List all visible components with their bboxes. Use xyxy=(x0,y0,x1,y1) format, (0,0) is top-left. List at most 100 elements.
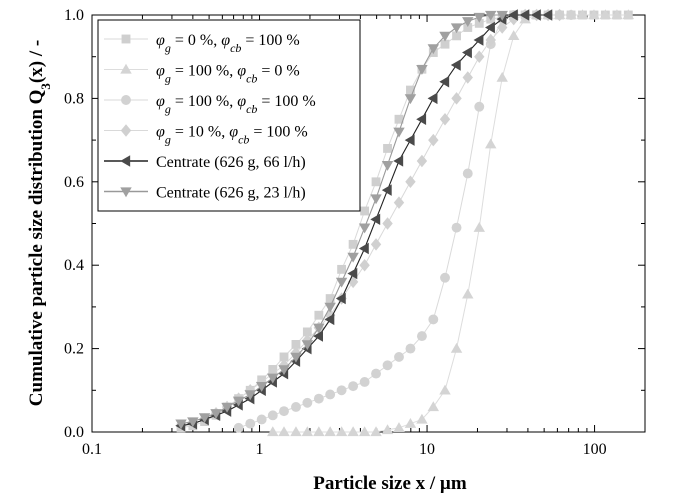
x-tick-label: 1 xyxy=(256,441,264,458)
y-tick-label: 0.6 xyxy=(64,174,84,191)
y-axis-title-main: Cumulative particle size distribution Q xyxy=(26,90,47,407)
y-tick-label: 0.2 xyxy=(64,341,84,358)
x-tick-label: 0.1 xyxy=(82,441,102,458)
data-point xyxy=(348,381,359,392)
data-point xyxy=(347,267,358,280)
data-point xyxy=(405,343,416,354)
data-point xyxy=(496,71,508,82)
data-point xyxy=(507,9,518,21)
data-point xyxy=(302,397,313,408)
legend-entry: φg = 100 %, φcb = 100 % xyxy=(104,93,316,116)
data-point xyxy=(278,365,290,376)
data-point xyxy=(221,402,233,413)
data-point xyxy=(519,9,530,21)
data-point xyxy=(404,417,417,428)
data-point xyxy=(452,31,461,41)
data-point xyxy=(381,160,394,171)
data-point xyxy=(175,419,187,430)
y-axis-title: Cumulative particle size distribution Q3… xyxy=(26,40,53,406)
series-line xyxy=(180,14,560,427)
data-point xyxy=(313,393,324,404)
data-point xyxy=(279,352,289,362)
data-point xyxy=(245,418,256,429)
data-point xyxy=(358,242,369,255)
data-point xyxy=(314,310,324,320)
data-point xyxy=(382,217,393,230)
y-axis-title-tail: (x) / - xyxy=(26,40,47,83)
legend-marker xyxy=(121,95,131,105)
data-point xyxy=(485,33,496,47)
data-point xyxy=(244,390,256,401)
data-point xyxy=(324,426,336,437)
data-point xyxy=(335,277,348,288)
y-axis-title-subscript: 3 xyxy=(38,83,53,90)
data-point xyxy=(358,426,371,437)
data-point xyxy=(427,401,440,412)
data-point xyxy=(198,413,211,424)
legend-marker xyxy=(120,155,131,167)
data-point xyxy=(393,155,404,167)
data-point xyxy=(406,85,415,95)
data-point xyxy=(267,426,279,437)
legend-box xyxy=(97,19,361,212)
data-point xyxy=(462,71,473,84)
data-point xyxy=(371,177,381,187)
data-point xyxy=(370,213,381,226)
data-point xyxy=(278,426,290,437)
data-point xyxy=(245,384,256,397)
data-point xyxy=(474,18,484,28)
data-point xyxy=(232,396,245,407)
legend-label: φg = 0 %, φcb = 100 % xyxy=(156,32,300,55)
data-point xyxy=(313,330,324,342)
data-point xyxy=(497,21,508,34)
y-tick-labels: 0.0 0.2 0.4 0.6 0.8 1.0 xyxy=(64,7,84,441)
data-point xyxy=(233,422,244,433)
data-point xyxy=(451,222,462,233)
data-point xyxy=(255,381,268,392)
data-point xyxy=(336,385,347,396)
data-point xyxy=(440,39,450,49)
legend-entry: φg = 0 %, φcb = 100 % xyxy=(104,32,300,55)
legend-entry: Centrate (626 g, 66 l/h) xyxy=(104,154,306,171)
data-point xyxy=(267,410,278,421)
data-point xyxy=(267,373,279,384)
data-point xyxy=(291,402,301,412)
data-point xyxy=(301,340,314,351)
data-point xyxy=(450,59,461,71)
data-point xyxy=(279,406,289,417)
data-point xyxy=(542,9,553,21)
data-point xyxy=(473,12,485,23)
data-point xyxy=(474,50,485,63)
data-point xyxy=(348,239,358,249)
data-point xyxy=(347,252,359,263)
data-point xyxy=(381,184,392,196)
series-6 xyxy=(175,10,508,430)
data-point xyxy=(383,144,392,153)
data-point xyxy=(576,9,589,20)
data-point xyxy=(485,21,495,34)
data-point xyxy=(313,426,325,437)
x-tick-labels: 0.1 1 10 100 xyxy=(82,441,607,458)
data-point xyxy=(485,10,497,21)
data-point xyxy=(256,414,267,425)
data-point xyxy=(325,389,336,400)
x-tick-label: 10 xyxy=(419,441,435,458)
legend: φg = 0 %, φcb = 100 % φg = 100 %, φcb = 0… xyxy=(97,19,361,212)
data-point xyxy=(554,8,565,22)
data-point xyxy=(428,314,439,325)
data-point xyxy=(360,206,370,216)
legend-label: Centrate (626 g, 66 l/h) xyxy=(156,154,306,171)
data-point xyxy=(451,92,462,105)
data-point xyxy=(325,294,335,303)
data-point xyxy=(324,313,335,326)
legend-marker xyxy=(120,124,132,137)
data-point xyxy=(439,76,450,88)
y-tick-label: 0.8 xyxy=(64,90,84,107)
data-point xyxy=(416,113,427,125)
data-point xyxy=(324,302,336,313)
data-point xyxy=(507,30,520,41)
legend-label: φg = 100 %, φcb = 0 % xyxy=(156,63,300,86)
data-point xyxy=(439,384,451,395)
legend-marker xyxy=(120,187,132,198)
data-point xyxy=(485,138,497,149)
